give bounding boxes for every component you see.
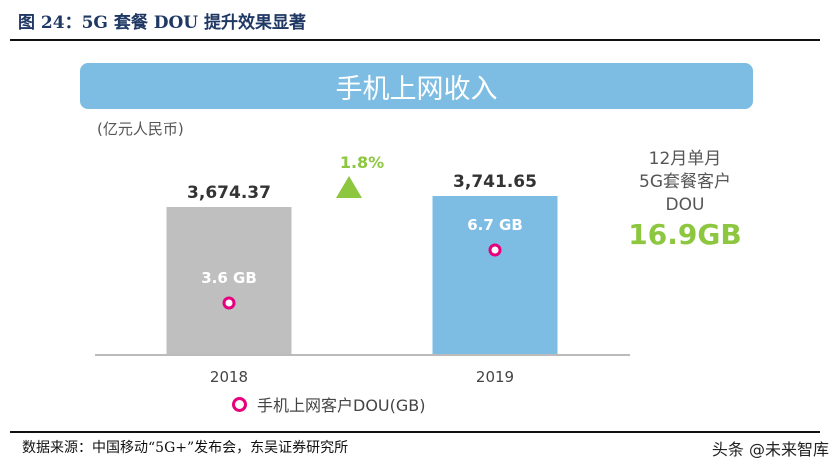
annotation-value: 16.9GB xyxy=(628,218,742,251)
x-tick-label: 2019 xyxy=(476,368,514,386)
annotation-line: 12月单月 xyxy=(648,149,722,169)
unit-label: (亿元人民币) xyxy=(97,120,184,138)
dou-marker xyxy=(222,296,236,310)
growth-label: 1.8% xyxy=(339,153,385,172)
annotation-text: 12月单月 5G套餐客户 DOU xyxy=(600,148,770,217)
dou-label: 6.7 GB xyxy=(467,216,523,234)
dou-marker xyxy=(488,243,502,257)
annotation-line: DOU xyxy=(665,195,705,215)
source-note: 数据来源：中国移动“5G+”发布会，东吴证券研究所 xyxy=(22,440,349,456)
top-rule xyxy=(10,39,820,41)
legend: 手机上网客户DOU(GB) xyxy=(232,392,426,416)
legend-ring-icon xyxy=(232,396,247,412)
bar-value-label: 3,741.65 xyxy=(453,172,537,192)
growth-up-triangle-icon xyxy=(336,176,362,198)
watermark: 头条 @未来智库 xyxy=(711,440,829,459)
bar-2019 xyxy=(432,196,558,355)
figure-title: 图 24：5G 套餐 DOU 提升效果显著 xyxy=(18,13,307,33)
x-tick-label: 2018 xyxy=(210,368,248,386)
bottom-rule xyxy=(10,431,820,433)
legend-label: 手机上网客户DOU(GB) xyxy=(257,396,426,415)
bar-value-label: 3,674.37 xyxy=(187,183,271,203)
annotation-line: 5G套餐客户 xyxy=(639,172,731,192)
chart-title-banner: 手机上网收入 xyxy=(80,63,753,109)
dou-label: 3.6 GB xyxy=(201,269,257,287)
bar-2018 xyxy=(166,207,292,355)
